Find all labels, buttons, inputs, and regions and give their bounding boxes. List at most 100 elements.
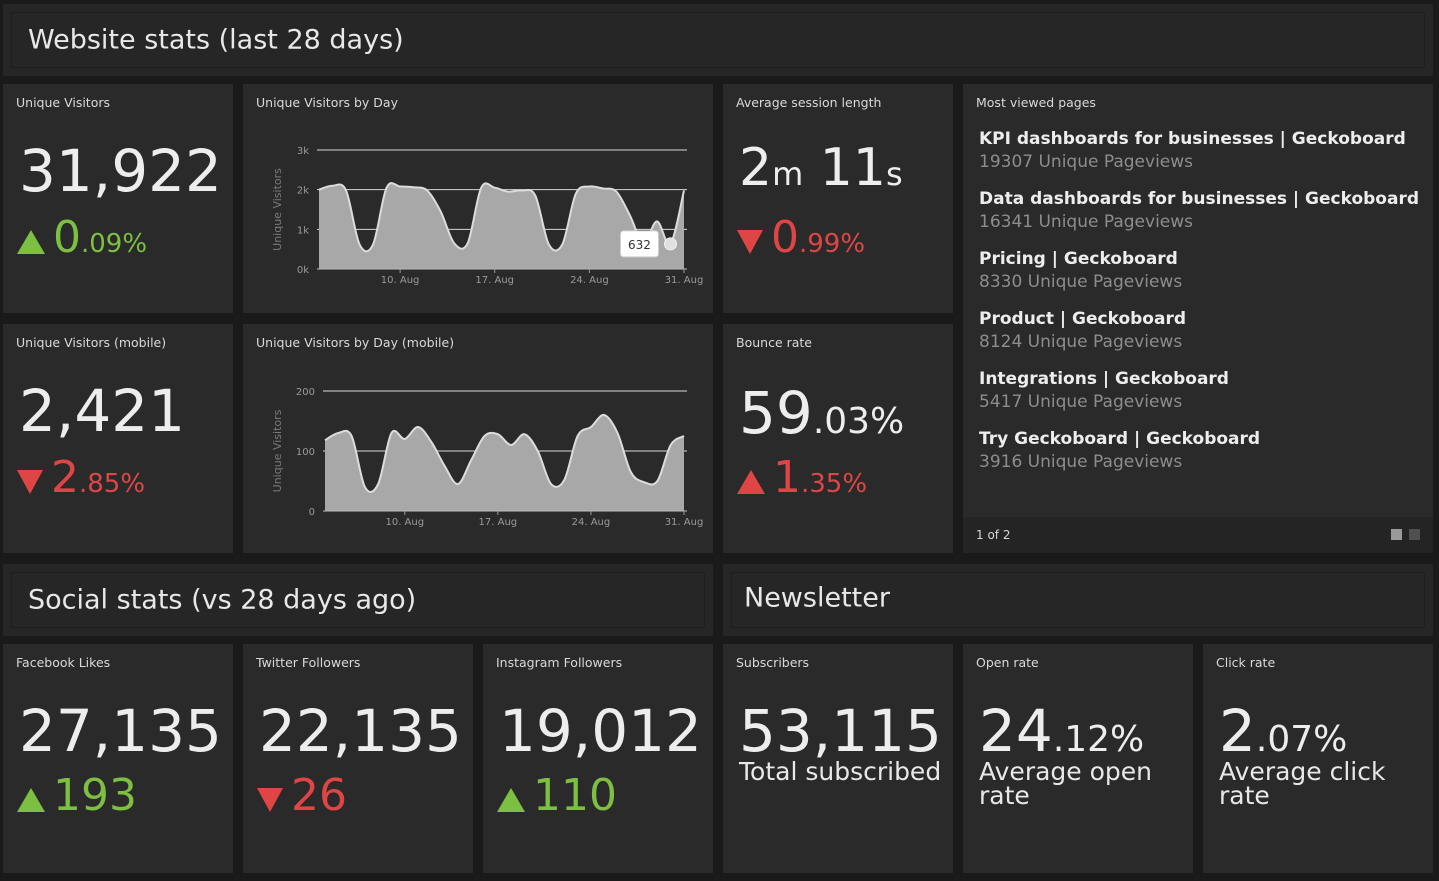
unique-visitors-value: 31,922 (19, 137, 222, 205)
page-views: 8124 Unique Pageviews (979, 332, 1183, 352)
page-views: 19307 Unique Pageviews (979, 152, 1194, 172)
page-title: Product | Geckoboard (979, 309, 1187, 329)
unique-visitors-mobile-chart: Unique Visitors 0 100 200 10. Aug 17. Aug 24. … (271, 387, 704, 528)
twitter-followers-widget: Twitter Followers 22,135 26 (243, 644, 473, 873)
newsletter-header: Newsletter (723, 564, 1433, 636)
widget-title: Average session length (736, 95, 882, 110)
x-tick-label: 17. Aug (479, 517, 518, 528)
y-tick-label: 200 (296, 387, 315, 398)
series-area (319, 183, 684, 269)
page-views: 16341 Unique Pageviews (979, 212, 1194, 232)
facebook-likes-value: 27,135 (19, 697, 222, 765)
y-tick-label: 0k (297, 265, 309, 276)
click-rate-widget: Click rate 2.07% Average click rate (1203, 644, 1433, 873)
series-line (318, 182, 685, 253)
x-tick-label: 10. Aug (381, 275, 420, 286)
avg-session-delta: 0.99% (737, 216, 865, 260)
pager-dot-active[interactable] (1391, 529, 1402, 540)
widget-title: Most viewed pages (976, 95, 1096, 110)
list-item: Try Geckoboard | Geckoboard 3916 Unique P… (979, 428, 1417, 488)
open-rate-value: 24.12% (979, 697, 1145, 765)
widget-title: Facebook Likes (16, 655, 111, 670)
x-tick-label: 31. Aug (665, 275, 704, 286)
tooltip-marker (663, 237, 677, 251)
page-list: KPI dashboards for businesses | Geckoboa… (979, 128, 1419, 488)
subscribers-widget: Subscribers 53,115 Total subscribed (723, 644, 953, 873)
bounce-rate-widget: Bounce rate 59.03% 1.35% (723, 324, 953, 553)
avg-session-value: 2m 11s (739, 138, 903, 198)
newsletter-title: Newsletter (744, 582, 890, 614)
y-axis-label: Unique Visitors (271, 168, 284, 251)
unique-visitors-delta: 0.09% (17, 216, 147, 260)
x-tick-label: 24. Aug (572, 517, 611, 528)
list-item: KPI dashboards for businesses | Geckoboa… (979, 128, 1417, 188)
website-stats-title: Website stats (last 28 days) (28, 24, 404, 56)
subscribers-label: Total subscribed (739, 757, 942, 786)
unique-visitors-mobile-delta: 2.85% (17, 456, 145, 500)
click-rate-value: 2.07% (1219, 697, 1348, 765)
click-rate-label: Average click rate (1219, 757, 1386, 810)
instagram-followers-widget: Instagram Followers 19,012 110 (483, 644, 713, 873)
page-title: KPI dashboards for businesses | Geckoboa… (979, 129, 1406, 149)
y-axis-label: Unique Visitors (271, 409, 284, 492)
open-rate-label: Average open rate (979, 757, 1152, 810)
list-item: Data dashboards for businesses | Geckobo… (979, 188, 1419, 248)
up-arrow-icon (737, 470, 765, 494)
open-rate-widget: Open rate 24.12% Average open rate (963, 644, 1193, 873)
widget-title: Unique Visitors (mobile) (16, 335, 167, 350)
twitter-followers-value: 22,135 (259, 697, 462, 765)
pager-dot[interactable] (1409, 529, 1420, 540)
y-tick-label: 100 (296, 447, 315, 458)
tooltip-label: 632 (628, 238, 651, 252)
down-arrow-icon (257, 788, 283, 812)
y-tick-label: 3k (297, 146, 309, 157)
social-stats-title: Social stats (vs 28 days ago) (28, 584, 417, 616)
widget-title: Instagram Followers (496, 655, 623, 670)
page-title: Data dashboards for businesses | Geckobo… (979, 189, 1419, 209)
down-arrow-icon (17, 470, 43, 494)
list-item: Product | Geckoboard 8124 Unique Pageview… (979, 308, 1417, 368)
up-arrow-icon (17, 230, 45, 254)
x-tick-label: 24. Aug (570, 275, 609, 286)
y-tick-label: 2k (297, 186, 309, 197)
facebook-likes-widget: Facebook Likes 27,135 193 (3, 644, 233, 873)
bounce-rate-delta: 1.35% (737, 456, 867, 500)
page-title: Integrations | Geckoboard (979, 369, 1229, 389)
series-line (324, 413, 685, 493)
unique-visitors-chart: Unique Visitors 0k 1k 2k 3k 10. Aug 17. Aug 24.… (271, 146, 704, 286)
up-arrow-icon (17, 788, 45, 812)
chart-title: Unique Visitors by Day (mobile) (256, 335, 455, 350)
unique-visitors-mobile-by-day-widget: Unique Visitors by Day (mobile) Unique V… (243, 324, 713, 553)
widget-title: Subscribers (736, 655, 810, 670)
subscribers-value: 53,115 (739, 697, 942, 765)
x-tick-label: 17. Aug (475, 275, 514, 286)
widget-title: Bounce rate (736, 335, 812, 350)
down-arrow-icon (737, 230, 763, 254)
pager-text: 1 of 2 (976, 528, 1011, 542)
pager-bar: 1 of 2 (963, 517, 1433, 553)
up-arrow-icon (497, 788, 525, 812)
list-item: Integrations | Geckoboard 5417 Unique Pag… (979, 368, 1417, 428)
website-stats-header: Website stats (last 28 days) (3, 4, 1433, 76)
page-views: 3916 Unique Pageviews (979, 452, 1183, 472)
unique-visitors-by-day-widget: Unique Visitors by Day Unique Visitors 0k… (243, 84, 713, 313)
page-views: 5417 Unique Pageviews (979, 392, 1183, 412)
widget-title: Click rate (1216, 655, 1276, 670)
page-title: Pricing | Geckoboard (979, 249, 1178, 269)
unique-visitors-mobile-value: 2,421 (19, 377, 186, 445)
widget-title: Unique Visitors (16, 95, 111, 110)
unique-visitors-widget: Unique Visitors 31,922 0.09% (3, 84, 233, 313)
page-views: 8330 Unique Pageviews (979, 272, 1183, 292)
x-tick-label: 31. Aug (665, 517, 704, 528)
instagram-followers-delta: 110 (497, 774, 617, 818)
twitter-followers-delta: 26 (257, 774, 347, 818)
facebook-likes-delta: 193 (17, 774, 137, 818)
page-title: Try Geckoboard | Geckoboard (979, 429, 1261, 449)
instagram-followers-value: 19,012 (499, 697, 702, 765)
x-tick-label: 10. Aug (385, 517, 424, 528)
bounce-rate-value: 59.03% (739, 379, 905, 447)
most-viewed-pages-widget: Most viewed pages KPI dashboards for bus… (963, 84, 1433, 553)
widget-title: Twitter Followers (256, 655, 361, 670)
series-area (325, 414, 684, 511)
social-stats-header: Social stats (vs 28 days ago) (3, 564, 713, 636)
